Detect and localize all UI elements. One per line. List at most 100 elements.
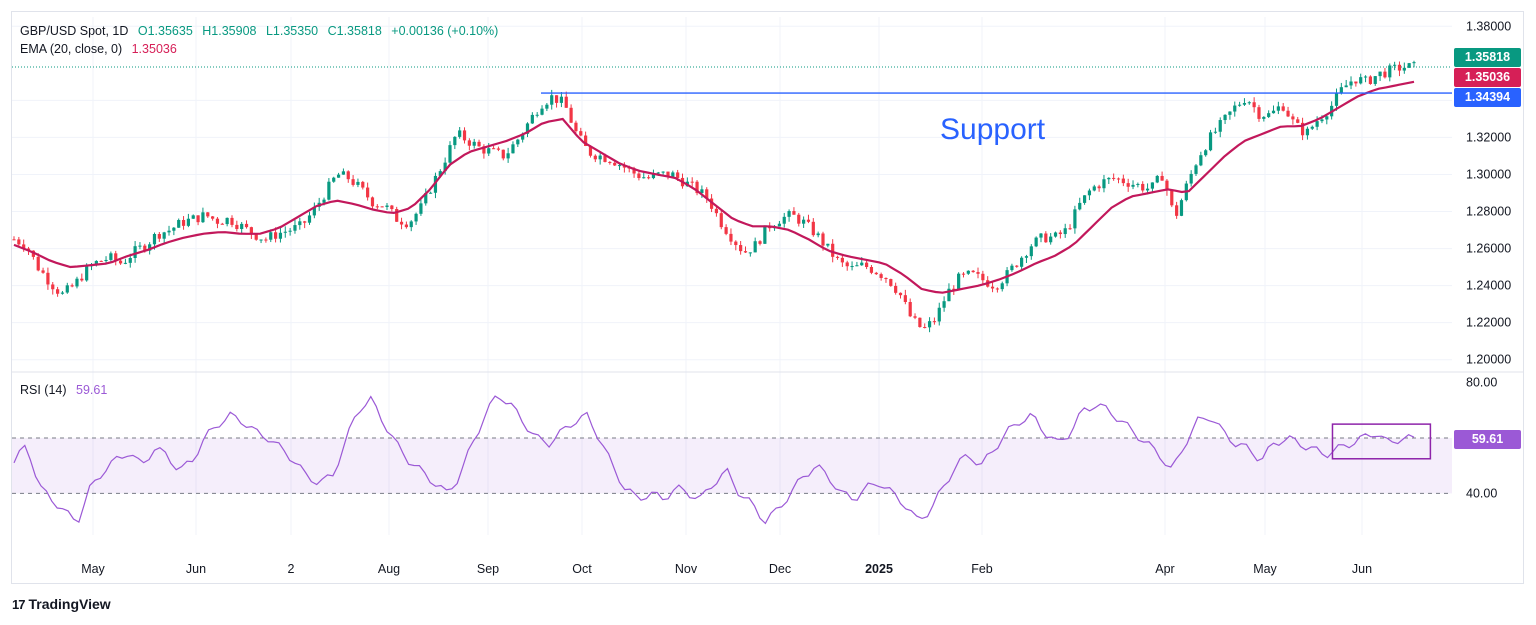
candle bbox=[196, 215, 200, 226]
candle-body bbox=[1058, 232, 1062, 235]
ema-layer bbox=[13, 80, 1415, 294]
candle-body bbox=[273, 232, 278, 239]
candle bbox=[1112, 173, 1116, 181]
candle-body bbox=[545, 104, 549, 109]
candle-body bbox=[172, 227, 176, 231]
candle bbox=[230, 215, 234, 228]
candle-body bbox=[966, 270, 970, 274]
candle-body bbox=[501, 149, 505, 159]
candle-body bbox=[104, 259, 108, 262]
candle-body bbox=[1363, 76, 1368, 78]
candle bbox=[1131, 180, 1135, 190]
candle bbox=[380, 206, 384, 208]
candle bbox=[1359, 73, 1363, 85]
candle-body bbox=[1082, 195, 1087, 203]
candle bbox=[1388, 63, 1392, 82]
candle bbox=[506, 147, 510, 163]
candle-body bbox=[777, 223, 781, 227]
candle bbox=[186, 213, 190, 228]
candle bbox=[177, 218, 181, 228]
candle-body bbox=[1271, 110, 1276, 114]
ema-line bbox=[13, 80, 1415, 294]
candle-body bbox=[869, 266, 874, 273]
candle-body bbox=[114, 253, 118, 261]
candle bbox=[1015, 265, 1019, 268]
candle bbox=[889, 278, 893, 287]
candle-body bbox=[443, 162, 447, 172]
candle bbox=[201, 207, 205, 223]
candle-body bbox=[1204, 150, 1208, 156]
candle bbox=[690, 177, 694, 187]
candle bbox=[835, 255, 840, 260]
candle-body bbox=[637, 173, 641, 179]
candle-body bbox=[816, 233, 820, 236]
candle bbox=[99, 260, 103, 262]
candle bbox=[424, 188, 428, 206]
candle bbox=[1257, 104, 1261, 122]
candle bbox=[1300, 117, 1305, 141]
candle-body bbox=[438, 171, 442, 176]
candle-body bbox=[1334, 93, 1339, 106]
candle-body bbox=[370, 197, 375, 207]
candle-body bbox=[690, 181, 694, 183]
candle-body bbox=[942, 301, 946, 308]
candle-body bbox=[385, 205, 389, 207]
candle-body bbox=[666, 171, 670, 177]
candle-body bbox=[569, 107, 573, 123]
candle-body bbox=[186, 218, 190, 226]
candle-body bbox=[918, 317, 922, 328]
candle bbox=[1349, 76, 1353, 90]
candle bbox=[613, 161, 617, 167]
candle-body bbox=[375, 206, 379, 208]
candle bbox=[1262, 116, 1266, 122]
candle bbox=[1393, 61, 1397, 71]
candle-body bbox=[12, 239, 16, 241]
tradingview-brand[interactable]: 17 TradingView bbox=[12, 596, 111, 612]
candle-body bbox=[530, 114, 534, 124]
candle bbox=[923, 323, 927, 329]
candle-body bbox=[632, 168, 636, 174]
candle-body bbox=[1310, 126, 1314, 129]
candle-body bbox=[307, 215, 312, 223]
candle-body bbox=[148, 244, 152, 251]
candle-body bbox=[336, 174, 341, 178]
candle-body bbox=[399, 221, 404, 225]
candle-body bbox=[608, 161, 612, 163]
candle-body bbox=[540, 108, 544, 115]
candle-body bbox=[1208, 132, 1213, 151]
candle bbox=[244, 220, 249, 229]
candle bbox=[17, 236, 21, 248]
candle bbox=[109, 251, 113, 263]
candle bbox=[748, 252, 752, 257]
legend-close: C1.35818 bbox=[327, 24, 382, 38]
candle-body bbox=[51, 284, 55, 290]
candle-body bbox=[700, 189, 704, 194]
legend-high: H1.35908 bbox=[202, 24, 257, 38]
candle-body bbox=[1344, 85, 1348, 88]
candle-body bbox=[487, 148, 491, 154]
candle bbox=[831, 239, 835, 263]
candle-body bbox=[496, 148, 501, 150]
candle-body bbox=[230, 217, 234, 225]
candle-body bbox=[1412, 62, 1416, 64]
candle-body bbox=[1397, 64, 1402, 71]
candle bbox=[705, 187, 709, 203]
candle bbox=[70, 283, 74, 288]
candle-body bbox=[240, 223, 244, 230]
candle bbox=[55, 286, 60, 297]
candle bbox=[12, 236, 16, 241]
candle bbox=[240, 222, 244, 235]
candle-body bbox=[1160, 175, 1164, 181]
candle bbox=[496, 146, 501, 152]
candle bbox=[671, 170, 675, 178]
candle-body bbox=[506, 153, 510, 159]
candle bbox=[898, 292, 903, 299]
candle-body bbox=[211, 216, 215, 219]
candle-body bbox=[724, 227, 728, 234]
candle bbox=[336, 172, 341, 178]
candle-body bbox=[1175, 205, 1179, 216]
candle-body bbox=[1218, 120, 1222, 132]
candle-body bbox=[1010, 265, 1014, 271]
candle-body bbox=[206, 212, 210, 217]
